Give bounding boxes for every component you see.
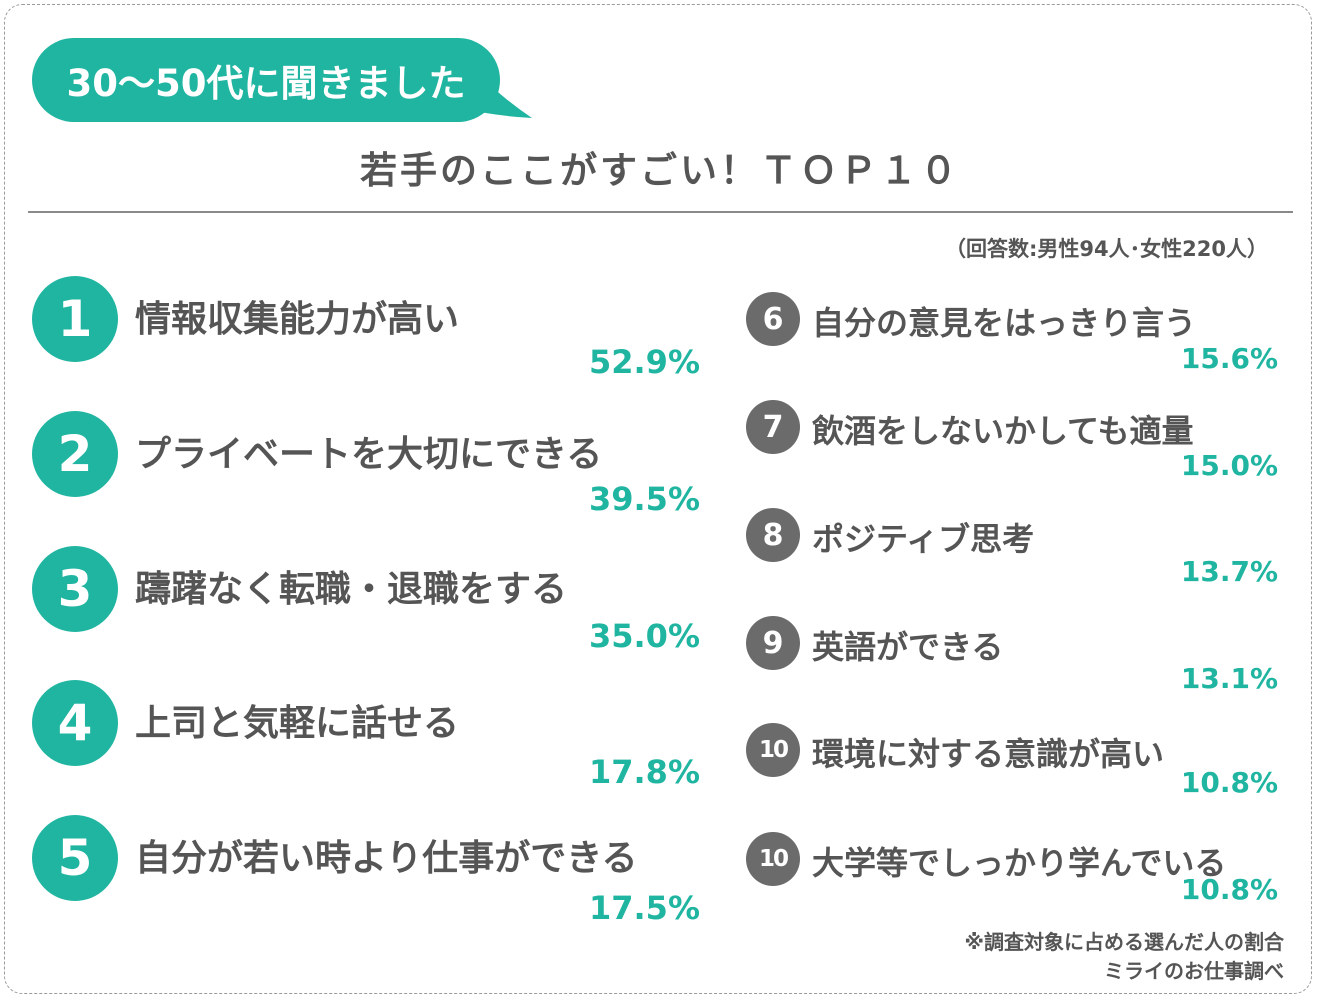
rank-label: 情報収集能力が高い (135, 299, 460, 340)
rank-label: 自分の意見をはっきり言う (812, 304, 1197, 342)
page-title: 若手のここがすごい！ＴＯＰ１０ (360, 149, 960, 192)
rank-percent: 15.0% (1180, 449, 1278, 482)
rank-label: ポジティブ思考 (812, 520, 1035, 558)
rank-badge: 4 (32, 680, 118, 766)
rank-percent: 35.0% (588, 617, 700, 655)
footnote: ※調査対象に占める選んだ人の割合 ミライのお仕事調べ (965, 928, 1284, 986)
rank-badge: 2 (32, 411, 118, 497)
rank-label: 環境に対する意識が高い (812, 735, 1165, 773)
rank-percent: 39.5% (588, 480, 700, 518)
speech-bubble-shape (32, 38, 532, 122)
footnote-source: ミライのお仕事調べ (1104, 959, 1284, 983)
footnote-note: ※調査対象に占める選んだ人の割合 (964, 930, 1284, 954)
rank-label: 自分が若い時より仕事ができる (135, 838, 638, 879)
rank-percent: 13.7% (1180, 555, 1278, 588)
rank-percent: 52.9% (588, 343, 700, 381)
rank-label: 躊躇なく転職・退職をする (135, 569, 568, 610)
rank-label: 上司と気軽に話せる (135, 703, 460, 744)
respondent-count: （回答数:男性94人･女性220人） (945, 237, 1268, 261)
rank-badge: 7 (746, 400, 800, 454)
rank-label: プライベートを大切にできる (135, 434, 603, 475)
title-divider (28, 211, 1293, 213)
rank-label: 英語ができる (812, 628, 1004, 666)
rank-percent: 17.8% (588, 753, 700, 791)
rank-percent: 10.8% (1180, 766, 1278, 799)
rank-percent: 15.6% (1180, 342, 1278, 375)
rank-percent: 10.8% (1180, 873, 1278, 906)
rank-badge: 9 (746, 616, 800, 670)
speech-bubble: 30〜50代に聞きました (32, 38, 532, 122)
rank-label: 大学等でしっかり学んでいる (812, 844, 1227, 882)
rank-label: 飲酒をしないかしても適量 (812, 412, 1194, 450)
rank-badge: 1 (32, 276, 118, 362)
rank-badge: 10 (746, 832, 800, 886)
bubble-label: 30〜50代に聞きました (66, 62, 466, 105)
rank-badge: 5 (32, 815, 118, 901)
rank-percent: 13.1% (1180, 662, 1278, 695)
rank-badge: 10 (746, 723, 800, 777)
card-frame (4, 4, 1312, 994)
rank-badge: 3 (32, 546, 118, 632)
rank-percent: 17.5% (588, 889, 700, 927)
rank-badge: 6 (746, 292, 800, 346)
rank-badge: 8 (746, 508, 800, 562)
